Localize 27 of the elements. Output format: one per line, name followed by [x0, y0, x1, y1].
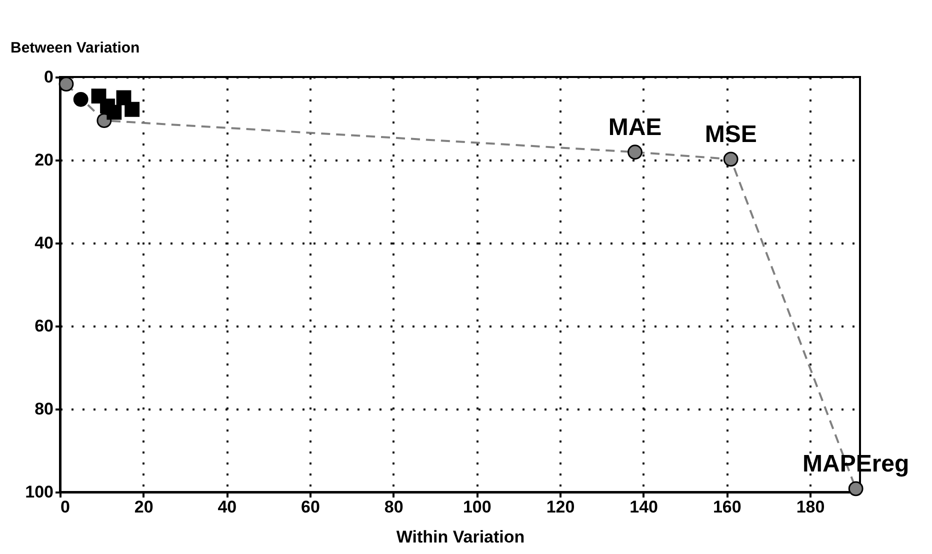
point	[628, 144, 642, 160]
y-tick-label: 0	[44, 68, 54, 86]
point	[124, 102, 140, 117]
x-tick-label: 140	[630, 498, 658, 516]
annotation: MAE	[608, 114, 662, 142]
y-tick-label: 100	[25, 482, 54, 502]
point	[58, 76, 74, 92]
y-axis-title: Between Variation	[10, 40, 140, 56]
point	[723, 152, 738, 167]
x-tick-label: 0	[60, 498, 70, 516]
y-tick-label: 20	[34, 150, 54, 170]
x-tick-label: 100	[462, 498, 492, 516]
x-tick-label: 80	[384, 498, 404, 516]
y-tick-label: 60	[34, 316, 54, 336]
point	[848, 481, 864, 496]
y-tick-label: 40	[34, 234, 54, 252]
x-tick-label: 180	[796, 498, 825, 516]
x-tick-label: 60	[301, 498, 320, 516]
x-tick-label: 160	[712, 498, 742, 516]
x-axis-title: Within Variation	[396, 528, 525, 546]
x-tick-label: 120	[546, 498, 575, 516]
y-tick-label: 80	[34, 400, 54, 418]
point	[106, 104, 122, 120]
point	[73, 92, 88, 107]
x-tick-label: 20	[134, 498, 154, 516]
annotation: MSE	[704, 121, 757, 148]
x-tick-label: 40	[218, 498, 237, 516]
